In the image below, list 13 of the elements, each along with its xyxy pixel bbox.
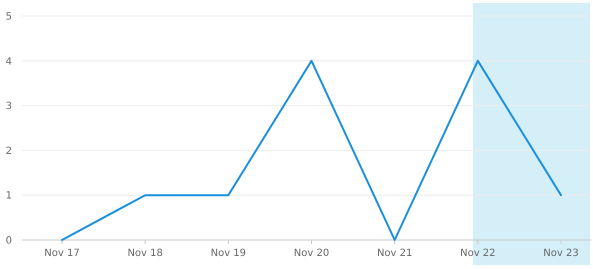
x-tick-label: Nov 17	[44, 248, 80, 259]
y-tick-label: 0	[6, 236, 12, 246]
x-tick-label: Nov 22	[460, 248, 496, 259]
y-tick-label: 4	[6, 56, 12, 68]
x-tick-label: Nov 23	[543, 248, 579, 259]
x-tick-label: Nov 20	[294, 248, 330, 259]
x-tick-label: Nov 19	[210, 248, 246, 259]
x-tick-label: Nov 18	[127, 248, 163, 259]
y-tick-label: 1	[6, 190, 12, 202]
y-tick-label: 3	[6, 101, 12, 112]
y-tick-label: 2	[6, 146, 12, 157]
x-tick-label: Nov 21	[376, 248, 412, 259]
y-tick-label: 5	[6, 12, 12, 22]
